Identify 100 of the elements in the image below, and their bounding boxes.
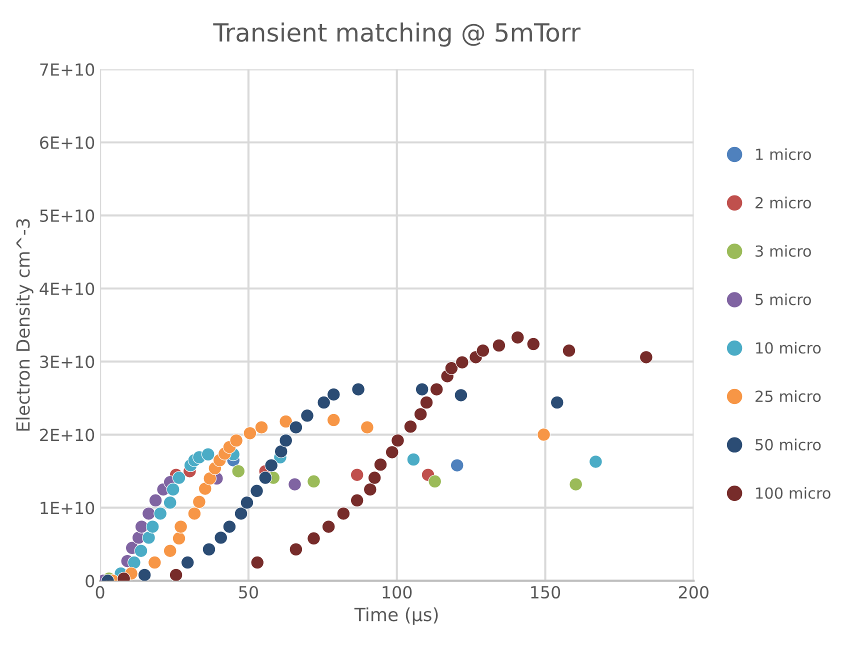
point xyxy=(146,520,160,534)
point xyxy=(201,448,215,462)
point xyxy=(232,464,246,478)
point xyxy=(589,455,602,468)
point xyxy=(415,382,429,396)
point xyxy=(317,396,331,410)
point xyxy=(454,388,468,402)
point xyxy=(254,420,268,434)
legend-label: 10 micro xyxy=(756,342,821,354)
point xyxy=(404,420,418,434)
point xyxy=(526,337,540,351)
y-tick-label: 1E+10 xyxy=(40,502,94,514)
point xyxy=(250,484,264,498)
point xyxy=(169,568,183,581)
point xyxy=(289,542,303,556)
x-tick-label: 150 xyxy=(531,586,560,599)
y-tick-label: 2E+10 xyxy=(40,428,94,442)
point xyxy=(192,495,206,509)
point xyxy=(300,408,314,422)
point xyxy=(492,338,506,352)
x-tick-label: 0 xyxy=(96,586,104,599)
point xyxy=(450,458,464,472)
legend-label: 3 micro xyxy=(756,245,811,257)
point xyxy=(537,428,550,442)
x-tick-label: 50 xyxy=(239,586,258,599)
point xyxy=(243,426,257,440)
point xyxy=(138,568,152,581)
point xyxy=(279,414,293,428)
point xyxy=(172,471,186,484)
point xyxy=(163,544,177,558)
legend-label: 5 micro xyxy=(756,293,811,306)
point xyxy=(230,434,243,448)
point xyxy=(307,532,320,546)
point xyxy=(368,471,382,484)
point xyxy=(289,420,303,434)
y-tick-label: 6E+10 xyxy=(40,136,94,149)
point xyxy=(420,396,434,410)
legend-label: 25 micro xyxy=(756,390,821,402)
point xyxy=(350,468,364,482)
point xyxy=(163,496,177,510)
point xyxy=(363,482,377,496)
point xyxy=(180,556,194,570)
point xyxy=(198,482,212,496)
point xyxy=(128,556,141,570)
point xyxy=(202,542,216,556)
point xyxy=(639,350,653,364)
point xyxy=(406,452,420,466)
point xyxy=(569,478,583,492)
y-axis-title: Electron Density cm^-3 xyxy=(16,219,34,431)
x-axis-title: Time (µs) xyxy=(354,607,438,625)
point xyxy=(258,471,272,484)
y-tick-label: 5E+10 xyxy=(40,209,94,222)
y-tick-label: 0 xyxy=(86,574,94,588)
point xyxy=(326,388,340,402)
point xyxy=(428,474,442,488)
point xyxy=(274,444,288,458)
point xyxy=(166,482,180,496)
point xyxy=(134,544,148,558)
point xyxy=(391,434,404,448)
y-tick-label: 4E+10 xyxy=(40,282,94,296)
point xyxy=(455,356,469,369)
point xyxy=(222,520,236,534)
point xyxy=(250,556,264,570)
point xyxy=(264,458,278,472)
point xyxy=(374,458,388,472)
point xyxy=(352,382,365,396)
y-tick-label: 7E+10 xyxy=(40,63,94,76)
point xyxy=(414,408,428,421)
point xyxy=(336,506,350,520)
point xyxy=(279,434,293,448)
point xyxy=(154,506,167,520)
point xyxy=(385,446,399,459)
legend-label: 2 micro xyxy=(756,196,811,208)
point xyxy=(172,532,186,546)
point xyxy=(174,520,188,534)
point xyxy=(134,520,148,534)
point xyxy=(562,344,576,358)
point xyxy=(326,413,340,427)
point xyxy=(142,531,156,544)
legend-label: 1 micro xyxy=(756,148,811,160)
point xyxy=(288,478,302,492)
point xyxy=(307,474,320,488)
point xyxy=(214,531,228,544)
point xyxy=(203,472,217,486)
point xyxy=(234,506,248,520)
point xyxy=(240,496,254,510)
point xyxy=(142,506,156,520)
legend-label: 50 micro xyxy=(756,438,821,450)
point xyxy=(350,494,364,508)
legend-label: 100 micro xyxy=(756,487,830,499)
x-tick-label: 200 xyxy=(678,586,708,599)
point xyxy=(360,420,374,434)
point xyxy=(148,494,162,508)
point xyxy=(510,330,524,344)
point xyxy=(550,396,564,410)
point xyxy=(322,520,336,534)
point xyxy=(148,556,162,570)
chart-title: Transient matching @ 5mTorr xyxy=(213,22,581,47)
point xyxy=(476,344,490,358)
point xyxy=(430,382,444,396)
